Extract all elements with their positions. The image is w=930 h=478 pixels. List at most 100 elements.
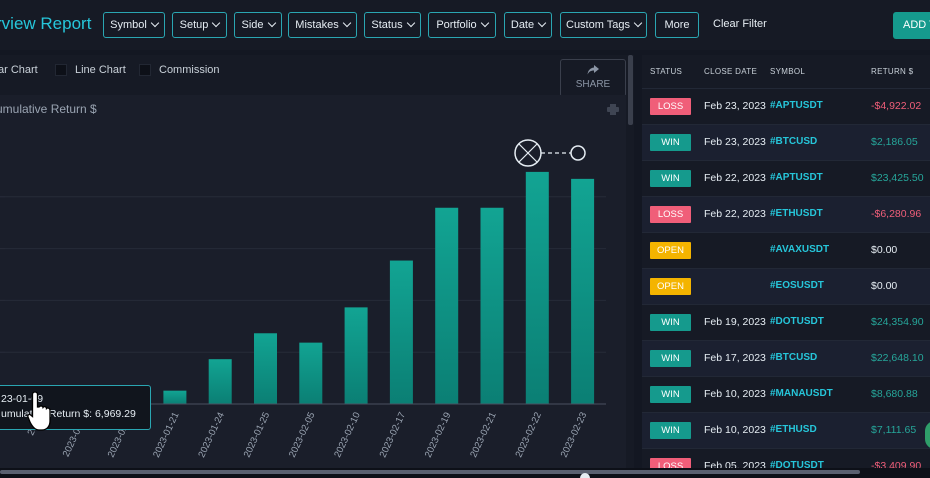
chart-bar[interactable] bbox=[389, 260, 413, 404]
filter-more-button[interactable]: More bbox=[655, 12, 699, 38]
top-bar: rview Report Symbol Setup Side Mistakes Stat… bbox=[0, 0, 930, 50]
symbol-link[interactable]: #APTUSDT bbox=[770, 172, 823, 183]
close-date-cell: Feb 19, 2023 bbox=[704, 316, 766, 328]
header-symbol[interactable]: SYMBOL bbox=[770, 67, 806, 76]
chevron-down-icon bbox=[537, 18, 547, 28]
filter-label: Mistakes bbox=[295, 19, 339, 31]
print-icon[interactable] bbox=[607, 104, 619, 115]
line-chart-toggle[interactable]: Line Chart bbox=[55, 64, 126, 76]
header-return[interactable]: RETURN $ bbox=[871, 67, 914, 76]
bar-chart-toggle[interactable]: ar Chart bbox=[0, 64, 38, 76]
chart-bar[interactable] bbox=[435, 207, 459, 404]
return-cell: $24,354.90 bbox=[871, 316, 924, 328]
chevron-down-icon bbox=[212, 18, 221, 28]
chart-title: umulative Return $ bbox=[0, 102, 97, 116]
bar-chart-label: ar Chart bbox=[0, 64, 38, 76]
filter-label: Custom Tags bbox=[566, 19, 630, 31]
share-button[interactable]: SHARE bbox=[560, 59, 626, 97]
tooltip-date: 23-01-09 bbox=[1, 393, 44, 405]
chevron-down-icon bbox=[633, 18, 643, 28]
chart-bar[interactable] bbox=[525, 171, 549, 404]
chevron-down-icon bbox=[342, 18, 351, 28]
chart-bar[interactable] bbox=[299, 342, 323, 404]
symbol-link[interactable]: #MANAUSDT bbox=[770, 388, 833, 399]
table-row[interactable]: WIN Feb 10, 2023 #ETHUSD $7,111.65 bbox=[642, 412, 930, 448]
horizontal-scrollbar[interactable] bbox=[0, 470, 860, 474]
filter-side-button[interactable]: Side bbox=[234, 12, 282, 38]
commission-toggle[interactable]: Commission bbox=[139, 64, 220, 76]
chart-bar[interactable] bbox=[480, 207, 504, 404]
status-badge: LOSS bbox=[650, 206, 691, 223]
table-row[interactable]: OPEN #AVAXUSDT $0.00 bbox=[642, 232, 930, 268]
header-close-date[interactable]: CLOSE DATE bbox=[704, 67, 758, 76]
x-tick-label: 2023-01-24 bbox=[196, 411, 227, 460]
commission-checkbox[interactable] bbox=[139, 64, 151, 76]
filter-symbol-button[interactable]: Symbol bbox=[103, 12, 165, 38]
status-badge: WIN bbox=[650, 350, 691, 367]
chart-bar[interactable] bbox=[571, 178, 595, 404]
return-cell: -$6,280.96 bbox=[871, 208, 922, 220]
table-row[interactable]: WIN Feb 17, 2023 #BTCUSD $22,648.10 bbox=[642, 340, 930, 376]
table-row[interactable]: WIN Feb 22, 2023 #APTUSDT $23,425.50 bbox=[642, 160, 930, 196]
tooltip-value-line: umulative Return $: 6,969.29 bbox=[1, 407, 150, 422]
status-badge: WIN bbox=[650, 314, 691, 331]
symbol-link[interactable]: #APTUSDT bbox=[770, 100, 823, 111]
help-chat-button[interactable] bbox=[925, 421, 930, 449]
status-badge: WIN bbox=[650, 386, 691, 403]
return-cell: $0.00 bbox=[871, 280, 898, 292]
close-date-cell: Feb 22, 2023 bbox=[704, 172, 766, 184]
return-cell: $0.00 bbox=[871, 244, 898, 256]
table-row[interactable]: LOSS Feb 22, 2023 #ETHUSDT -$6,280.96 bbox=[642, 196, 930, 232]
line-chart-checkbox[interactable] bbox=[55, 64, 67, 76]
header-status[interactable]: STATUS bbox=[650, 67, 683, 76]
close-date-cell: Feb 10, 2023 bbox=[704, 388, 766, 400]
chart-panel: ar Chart Line Chart Commission SHARE umu… bbox=[0, 55, 634, 468]
return-cell: -$4,922.02 bbox=[871, 100, 922, 112]
cumulative-return-chart: 2023-2023-01-112023-01-132023-01-212023-… bbox=[0, 139, 606, 460]
vertical-scrollbar[interactable] bbox=[628, 55, 633, 125]
filter-label: Setup bbox=[179, 19, 209, 31]
table-row[interactable]: LOSS Feb 23, 2023 #APTUSDT -$4,922.02 bbox=[642, 88, 930, 124]
filter-setup-button[interactable]: Setup bbox=[172, 12, 227, 38]
filter-label: Status bbox=[371, 19, 403, 31]
chart-tooltip: 23-01-09 umulative Return $: 6,969.29 bbox=[0, 385, 151, 430]
symbol-link[interactable]: #AVAXUSDT bbox=[770, 244, 830, 255]
chart-bar[interactable] bbox=[254, 333, 277, 404]
table-row[interactable]: WIN Feb 19, 2023 #DOTUSDT $24,354.90 bbox=[642, 304, 930, 340]
filter-mistakes-button[interactable]: Mistakes bbox=[288, 12, 357, 38]
table-row[interactable]: LOSS Feb 05, 2023 #DOTUSDT -$3,409.90 bbox=[642, 448, 930, 478]
x-tick-label: 2023-02-22 bbox=[514, 411, 545, 460]
chevron-down-icon bbox=[406, 18, 415, 28]
scroll-thumb[interactable] bbox=[580, 473, 590, 478]
table-row[interactable]: WIN Feb 10, 2023 #MANAUSDT $8,680.88 bbox=[642, 376, 930, 412]
filter-custom-tags-button[interactable]: Custom Tags bbox=[560, 12, 647, 38]
chevron-down-icon bbox=[267, 18, 276, 28]
chart-bar[interactable] bbox=[344, 307, 368, 404]
chart-bar[interactable] bbox=[208, 359, 232, 404]
status-badge: WIN bbox=[650, 170, 691, 187]
status-badge: LOSS bbox=[650, 98, 691, 115]
close-date-cell: Feb 10, 2023 bbox=[704, 424, 766, 436]
zoom-handle-icon bbox=[570, 145, 586, 161]
add-trade-button[interactable]: ADD T bbox=[893, 12, 930, 39]
chevron-down-icon bbox=[150, 18, 160, 28]
table-row[interactable]: WIN Feb 23, 2023 #BTCUSD $2,186.05 bbox=[642, 124, 930, 160]
filter-portfolio-button[interactable]: Portfolio bbox=[428, 12, 496, 38]
close-date-cell: Feb 23, 2023 bbox=[704, 136, 766, 148]
table-row[interactable]: OPEN #EOSUSDT $0.00 bbox=[642, 268, 930, 304]
x-tick-label: 2023-02-21 bbox=[468, 411, 499, 460]
hand-cursor-icon bbox=[27, 391, 51, 431]
chart-bar[interactable] bbox=[163, 390, 187, 404]
symbol-link[interactable]: #ETHUSDT bbox=[770, 208, 823, 219]
symbol-link[interactable]: #EOSUSDT bbox=[770, 280, 824, 291]
clear-filter-button[interactable]: Clear Filter bbox=[713, 18, 767, 30]
symbol-link[interactable]: #BTCUSD bbox=[770, 352, 818, 363]
symbol-link[interactable]: #DOTUSDT bbox=[770, 460, 824, 471]
close-date-cell: Feb 17, 2023 bbox=[704, 352, 766, 364]
symbol-link[interactable]: #DOTUSDT bbox=[770, 316, 824, 327]
chevron-down-icon bbox=[480, 18, 489, 28]
filter-status-button[interactable]: Status bbox=[364, 12, 421, 38]
symbol-link[interactable]: #BTCUSD bbox=[770, 136, 818, 147]
filter-date-button[interactable]: Date bbox=[504, 12, 552, 38]
symbol-link[interactable]: #ETHUSD bbox=[770, 424, 817, 435]
